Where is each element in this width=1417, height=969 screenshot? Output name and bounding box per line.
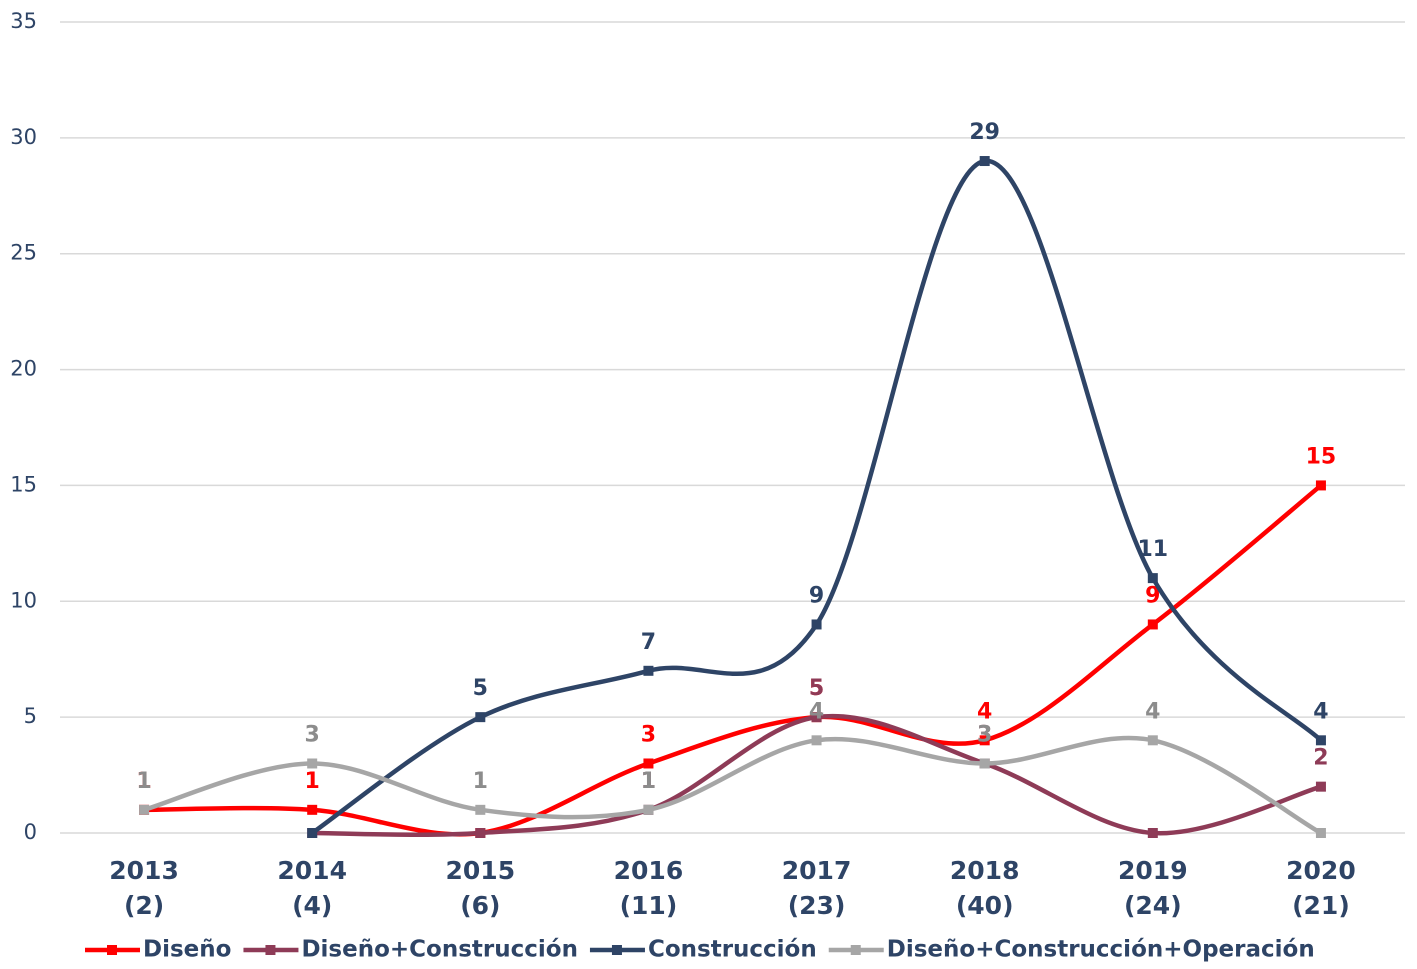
- data-label: 3: [977, 722, 992, 747]
- data-label: 4: [977, 699, 992, 724]
- y-tick-label: 0: [24, 820, 37, 844]
- data-point: [643, 758, 654, 769]
- series-line: [144, 483, 1323, 837]
- data-point: [643, 665, 654, 676]
- legend-label: Diseño+Construcción+Operación: [887, 937, 1315, 963]
- data-label: 3: [641, 722, 656, 747]
- legend-swatch: [850, 945, 861, 955]
- legend-label: Diseño+Construcción: [301, 937, 578, 963]
- data-label: 1: [136, 769, 151, 794]
- data-point: [475, 828, 486, 838]
- data-point: [475, 712, 486, 723]
- legend-swatch: [107, 945, 117, 955]
- series-line: [310, 158, 1323, 835]
- y-tick-label: 10: [10, 588, 37, 612]
- data-point: [1315, 735, 1326, 746]
- y-tick-label: 5: [24, 704, 37, 728]
- data-label: 29: [969, 120, 1000, 145]
- series-line: [143, 735, 1323, 835]
- y-tick-label: 20: [10, 357, 37, 381]
- data-label: 5: [473, 676, 488, 701]
- y-tick-label: 15: [10, 472, 37, 496]
- data-point: [811, 619, 822, 630]
- data-label: 4: [809, 699, 824, 724]
- data-point: [139, 804, 150, 815]
- y-tick-label: 35: [10, 9, 37, 33]
- data-point: [811, 735, 822, 746]
- data-label: 1: [641, 769, 656, 794]
- x-tick-label: 2016 (11): [614, 856, 684, 920]
- data-label: 9: [809, 583, 824, 608]
- x-tick-label: 2015 (6): [446, 856, 516, 920]
- data-label: 3: [305, 722, 320, 747]
- x-tick-label: 2017 (23): [782, 856, 852, 920]
- legend-swatch: [611, 945, 622, 955]
- data-label: 2: [1313, 746, 1328, 771]
- data-label: 1: [473, 769, 488, 794]
- data-point: [1147, 735, 1158, 746]
- data-label: 1: [305, 769, 320, 794]
- data-point: [1147, 828, 1158, 838]
- data-point: [979, 758, 990, 769]
- data-point: [1315, 828, 1326, 838]
- data-label: 7: [641, 630, 656, 655]
- x-tick-label: 2019 (24): [1118, 856, 1188, 920]
- data-point: [643, 804, 654, 815]
- x-tick-label: 2018 (40): [950, 856, 1020, 920]
- data-point: [979, 735, 990, 746]
- data-label: 5: [809, 676, 824, 701]
- data-label: 15: [1306, 444, 1337, 469]
- data-label: 5: [809, 676, 824, 701]
- data-point: [1315, 781, 1326, 792]
- legend-label: Diseño: [143, 937, 231, 963]
- x-tick-label: 2014 (4): [277, 856, 347, 920]
- x-tick-label: 2013 (2): [109, 856, 179, 920]
- data-label: 4: [1145, 699, 1160, 724]
- data-label: 9: [1145, 583, 1160, 608]
- data-point: [475, 804, 486, 815]
- data-label: 11: [1138, 537, 1169, 562]
- data-point: [979, 156, 990, 167]
- x-tick-label: 2020 (21): [1286, 856, 1356, 920]
- data-point: [307, 828, 318, 838]
- legend-label: Construcción: [648, 937, 817, 963]
- series-line: [312, 713, 1322, 837]
- legend-swatch: [265, 945, 276, 955]
- y-tick-label: 25: [10, 241, 37, 265]
- data-point: [1147, 573, 1158, 584]
- y-tick-label: 30: [10, 125, 37, 149]
- data-point: [307, 804, 318, 815]
- data-label: 1: [641, 769, 656, 794]
- data-label: 4: [1313, 699, 1328, 724]
- data-point: [811, 712, 822, 723]
- data-point: [1147, 619, 1158, 630]
- data-point: [1315, 480, 1326, 491]
- data-label: 3: [977, 722, 992, 747]
- data-point: [307, 758, 318, 769]
- data-label: 1: [136, 769, 151, 794]
